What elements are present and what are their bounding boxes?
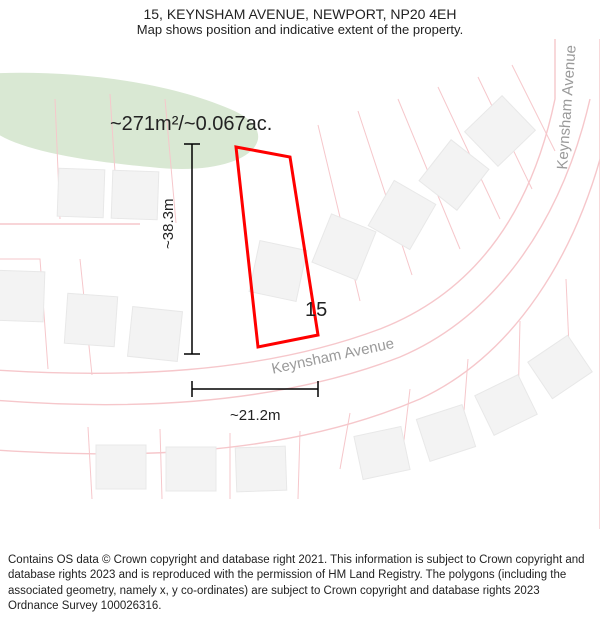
dim-width-label: ~21.2m [230, 407, 280, 424]
page-subtitle: Map shows position and indicative extent… [10, 22, 590, 37]
header: 15, KEYNSHAM AVENUE, NEWPORT, NP20 4EH M… [0, 0, 600, 39]
page-title: 15, KEYNSHAM AVENUE, NEWPORT, NP20 4EH [10, 6, 590, 22]
house-number-label: 15 [305, 299, 327, 322]
map-svg [0, 39, 600, 529]
area-label: ~271m²/~0.067ac. [110, 113, 272, 136]
footer-attribution: Contains OS data © Crown copyright and d… [0, 547, 600, 625]
map-canvas: ~271m²/~0.067ac. ~38.3m ~21.2m 15 Keynsh… [0, 39, 600, 529]
dim-height-label: ~38.3m [160, 199, 177, 249]
